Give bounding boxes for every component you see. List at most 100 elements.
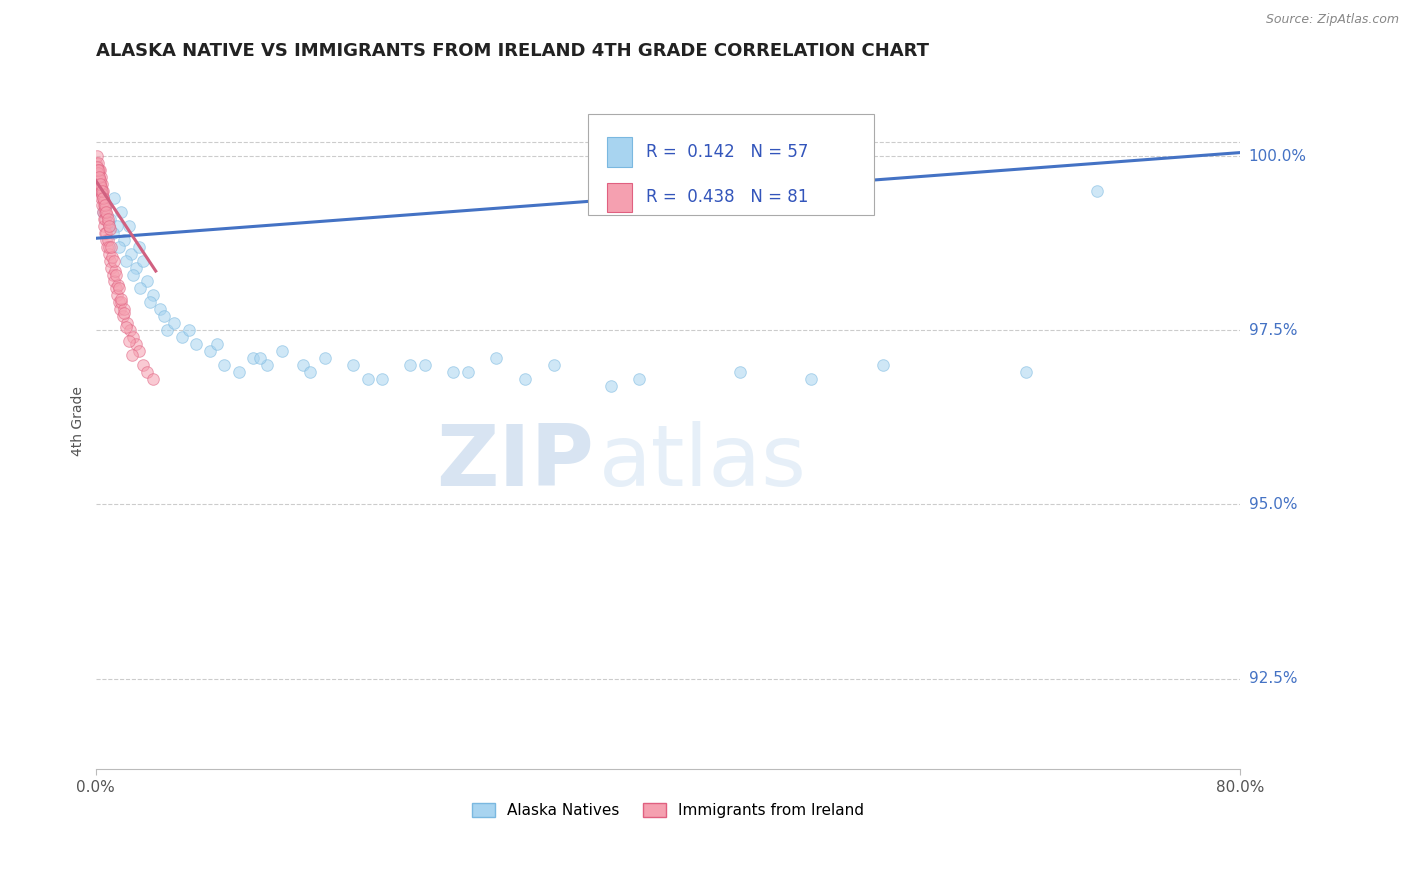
Point — [91, 204, 114, 219]
Point — [543, 358, 565, 372]
Point — [91, 191, 114, 205]
Point — [86, 149, 108, 163]
Point — [872, 358, 894, 372]
Legend: Alaska Natives, Immigrants from Ireland: Alaska Natives, Immigrants from Ireland — [465, 797, 870, 824]
Point — [118, 323, 141, 337]
Point — [91, 204, 114, 219]
Text: 100.0%: 100.0% — [1249, 149, 1306, 163]
Point — [87, 169, 110, 184]
Point — [94, 211, 117, 226]
Text: Source: ZipAtlas.com: Source: ZipAtlas.com — [1265, 13, 1399, 27]
Point — [125, 337, 148, 351]
Point — [93, 219, 115, 233]
Point — [89, 169, 111, 184]
Point — [1015, 365, 1038, 379]
Point — [97, 233, 120, 247]
Point — [457, 365, 479, 379]
Point — [118, 334, 141, 348]
Point — [98, 253, 121, 268]
Point — [115, 316, 138, 330]
Point — [107, 295, 129, 310]
Point — [96, 226, 118, 240]
Point — [97, 215, 120, 229]
Point — [342, 358, 364, 372]
Point — [184, 337, 207, 351]
Point — [115, 319, 138, 334]
Point — [97, 246, 120, 260]
Point — [108, 281, 131, 295]
Point — [93, 198, 115, 212]
Point — [413, 358, 436, 372]
Point — [163, 316, 186, 330]
Point — [121, 330, 143, 344]
Point — [90, 180, 112, 194]
Text: R =  0.438   N = 81: R = 0.438 N = 81 — [647, 188, 808, 206]
Point — [136, 275, 159, 289]
Point — [110, 295, 132, 310]
Point — [101, 250, 124, 264]
Bar — [607, 137, 633, 167]
Point — [121, 268, 143, 282]
Point — [86, 160, 108, 174]
Point — [485, 351, 508, 366]
Point — [249, 351, 271, 366]
Point — [112, 302, 135, 317]
Point — [111, 310, 134, 324]
Point — [97, 219, 120, 233]
Point — [125, 260, 148, 275]
Point — [103, 191, 125, 205]
FancyBboxPatch shape — [588, 114, 875, 215]
Point — [156, 323, 179, 337]
Text: ZIP: ZIP — [436, 421, 593, 504]
Point — [177, 323, 200, 337]
Point — [89, 177, 111, 191]
Point — [90, 191, 112, 205]
Point — [86, 156, 108, 170]
Point — [292, 358, 315, 372]
Point — [86, 163, 108, 178]
Point — [728, 365, 751, 379]
Point — [153, 310, 176, 324]
Point — [101, 226, 124, 240]
Point — [112, 306, 135, 320]
Point — [228, 365, 250, 379]
Point — [198, 344, 221, 359]
Point — [91, 191, 114, 205]
Y-axis label: 4th Grade: 4th Grade — [72, 386, 86, 456]
Text: atlas: atlas — [599, 421, 807, 504]
Point — [103, 275, 125, 289]
Point — [103, 253, 125, 268]
Bar — [607, 183, 633, 211]
Point — [108, 302, 131, 317]
Point — [128, 344, 150, 359]
Point — [800, 372, 823, 386]
Point — [104, 281, 127, 295]
Point — [628, 372, 651, 386]
Point — [142, 372, 165, 386]
Point — [170, 330, 193, 344]
Point — [94, 202, 117, 216]
Point — [599, 379, 621, 393]
Point — [356, 372, 378, 386]
Point — [94, 226, 117, 240]
Point — [399, 358, 422, 372]
Point — [98, 222, 121, 236]
Point — [129, 281, 152, 295]
Point — [98, 240, 121, 254]
Point — [120, 246, 142, 260]
Point — [101, 268, 124, 282]
Point — [94, 233, 117, 247]
Text: 97.5%: 97.5% — [1249, 323, 1298, 338]
Point — [87, 169, 110, 184]
Point — [91, 198, 114, 212]
Point — [98, 211, 121, 226]
Point — [96, 240, 118, 254]
Point — [93, 204, 115, 219]
Point — [105, 288, 128, 302]
Point — [256, 358, 278, 372]
Point — [142, 288, 165, 302]
Point — [128, 240, 150, 254]
Text: ALASKA NATIVE VS IMMIGRANTS FROM IRELAND 4TH GRADE CORRELATION CHART: ALASKA NATIVE VS IMMIGRANTS FROM IRELAND… — [96, 42, 928, 60]
Point — [90, 177, 112, 191]
Point — [114, 253, 136, 268]
